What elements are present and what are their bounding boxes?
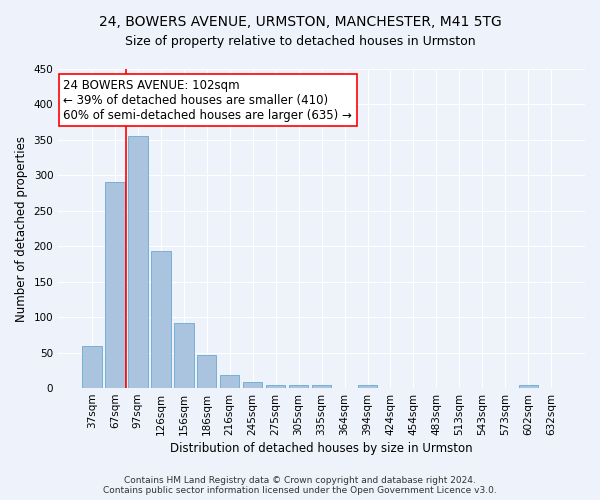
Bar [151,251,170,388]
Bar [312,384,331,388]
Y-axis label: Number of detached properties: Number of detached properties [15,136,28,322]
Bar [174,323,194,388]
Bar [197,354,217,388]
Bar [289,384,308,388]
X-axis label: Distribution of detached houses by size in Urmston: Distribution of detached houses by size … [170,442,473,455]
Bar [358,384,377,388]
Bar [243,382,262,388]
Bar [82,346,101,388]
Bar [266,384,286,388]
Text: Size of property relative to detached houses in Urmston: Size of property relative to detached ho… [125,35,475,48]
Bar [518,384,538,388]
Text: Contains HM Land Registry data © Crown copyright and database right 2024.
Contai: Contains HM Land Registry data © Crown c… [103,476,497,495]
Text: 24 BOWERS AVENUE: 102sqm
← 39% of detached houses are smaller (410)
60% of semi-: 24 BOWERS AVENUE: 102sqm ← 39% of detach… [64,78,352,122]
Bar [220,374,239,388]
Bar [105,182,125,388]
Bar [128,136,148,388]
Text: 24, BOWERS AVENUE, URMSTON, MANCHESTER, M41 5TG: 24, BOWERS AVENUE, URMSTON, MANCHESTER, … [98,15,502,29]
